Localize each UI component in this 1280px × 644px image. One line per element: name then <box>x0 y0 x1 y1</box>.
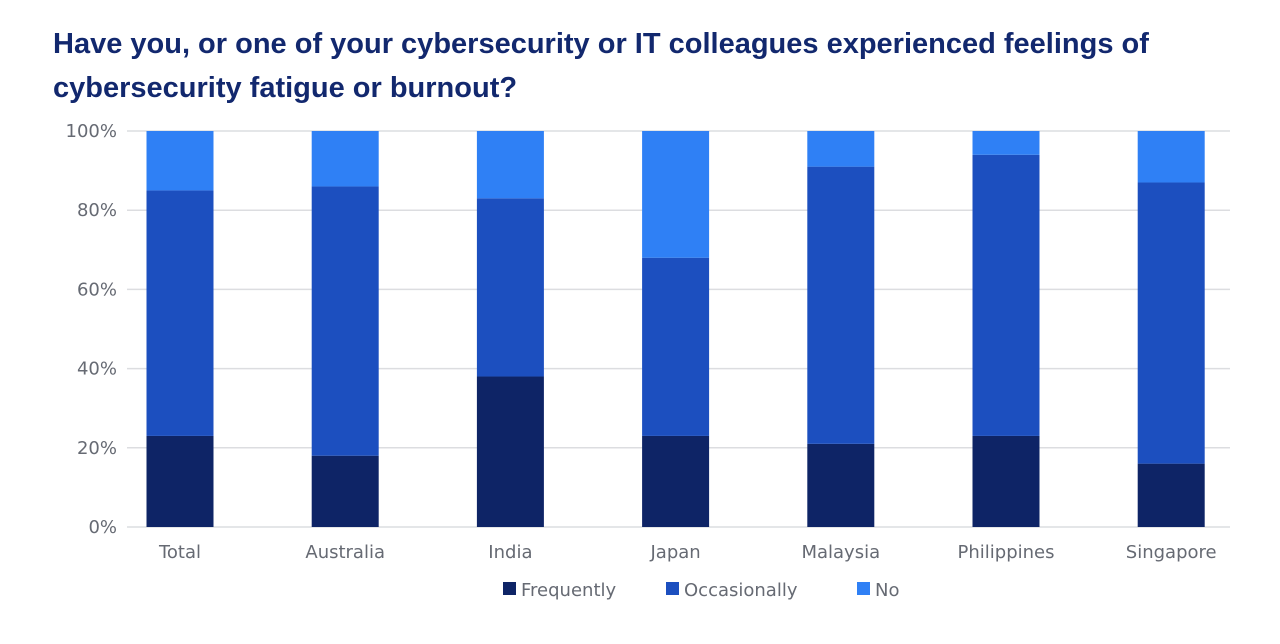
x-tick-label: Japan <box>649 542 700 563</box>
bar-segment-no <box>311 131 379 187</box>
bar-segment-frequently <box>972 435 1040 527</box>
y-tick-label: 0% <box>88 517 117 538</box>
x-tick-label: India <box>488 542 532 563</box>
bar-segment-no <box>146 131 214 191</box>
x-tick-label: Singapore <box>1126 542 1217 563</box>
bar-segment-frequently <box>642 435 710 527</box>
legend-swatch <box>503 582 516 595</box>
legend-label: Occasionally <box>684 580 798 601</box>
bar-segment-occasionally <box>1137 182 1205 464</box>
bar-segment-occasionally <box>146 190 214 436</box>
bar-segment-occasionally <box>642 257 710 436</box>
bar-segment-frequently <box>1137 463 1205 527</box>
bar-segment-occasionally <box>807 166 875 444</box>
bar-segment-no <box>642 131 710 258</box>
legend-swatch <box>666 582 679 595</box>
legend-swatch <box>857 582 870 595</box>
bar-segment-no <box>972 131 1040 155</box>
bar-segment-no <box>807 131 875 167</box>
y-tick-label: 60% <box>77 279 117 300</box>
bar-segment-frequently <box>146 435 214 527</box>
bar-segment-no <box>1137 131 1205 183</box>
y-tick-label: 20% <box>77 438 117 459</box>
y-tick-label: 100% <box>66 121 117 142</box>
bar-segment-frequently <box>476 376 544 527</box>
chart-title: Have you, or one of your cybersecurity o… <box>53 28 1149 104</box>
legend-label: No <box>875 580 899 601</box>
x-tick-label: Total <box>158 542 201 563</box>
bar-segment-frequently <box>807 443 875 527</box>
bar-segment-no <box>476 131 544 199</box>
bar-segment-occasionally <box>972 154 1040 436</box>
bar-segment-frequently <box>311 455 379 527</box>
bar-segment-occasionally <box>476 198 544 377</box>
y-tick-label: 40% <box>77 359 117 380</box>
x-tick-label: Malaysia <box>801 542 880 563</box>
x-tick-label: Philippines <box>958 542 1055 563</box>
y-tick-label: 80% <box>77 200 117 221</box>
legend-label: Frequently <box>521 580 616 601</box>
bar-segment-occasionally <box>311 186 379 456</box>
x-tick-label: Australia <box>305 542 385 563</box>
